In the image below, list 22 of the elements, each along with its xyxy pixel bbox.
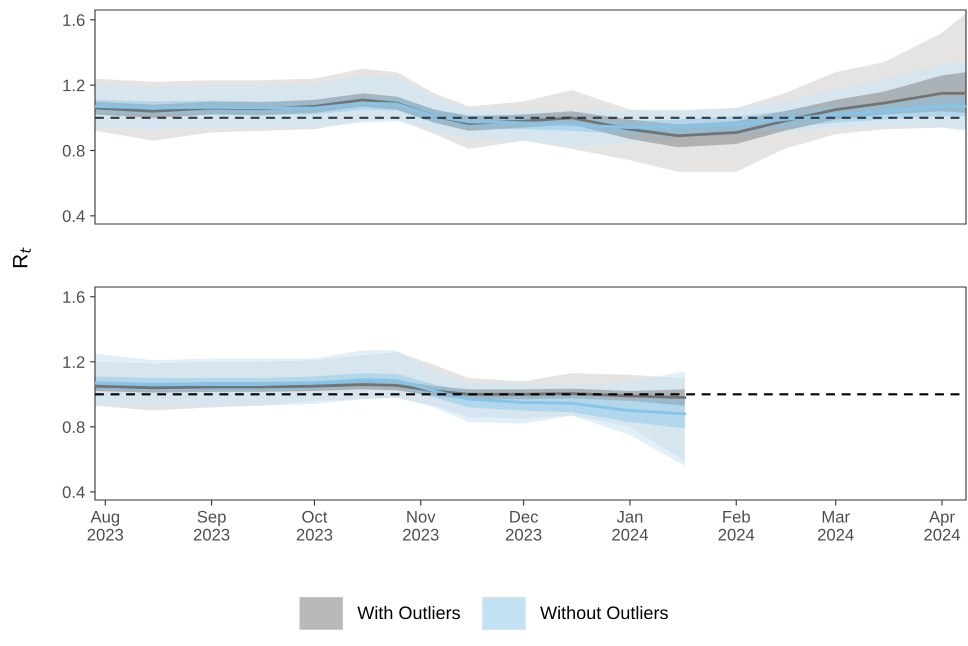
y-axis-title: R$_{t}$ [13, 247, 31, 268]
legend-label: Without Outliers [540, 606, 668, 620]
y-tick-label: 1.6 [63, 291, 85, 303]
x-tick-label: Oct 2023 [296, 510, 332, 541]
y-tick-label: 0.4 [62, 486, 85, 498]
legend-label: With Outliers [357, 606, 460, 620]
x-tick-label: Dec 2023 [506, 511, 542, 541]
y-tick-label: 1.6 [63, 14, 85, 26]
y-tick-label: 0.8 [62, 144, 85, 157]
x-tick-label: Nov 2023 [403, 511, 439, 541]
x-tick-label: Apr 2024 [924, 511, 960, 541]
y-tick-label: 0.8 [62, 421, 85, 434]
x-tick-label: Jan 2024 [612, 511, 648, 541]
y-tick-label: 1.2 [63, 356, 84, 368]
y-tick-label: 0.4 [62, 210, 85, 222]
x-tick-label: Feb 2024 [718, 510, 754, 541]
line-series [95, 102, 966, 130]
line-series [95, 378, 686, 416]
y-tick-label: 1.2 [63, 80, 84, 92]
x-tick-label: Sep 2023 [194, 510, 230, 541]
x-tick-label: Aug 2023 [88, 511, 124, 541]
x-tick-label: Mar 2024 [818, 511, 854, 541]
